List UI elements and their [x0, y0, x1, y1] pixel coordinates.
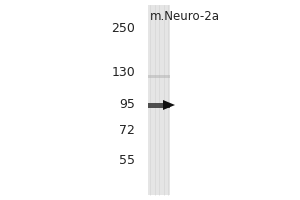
Bar: [148, 102, 170, 108]
Text: 130: 130: [111, 66, 135, 79]
Text: 72: 72: [119, 123, 135, 136]
Bar: [148, 74, 170, 77]
Bar: [148, 5, 170, 195]
Text: 250: 250: [111, 21, 135, 34]
Text: 95: 95: [119, 98, 135, 112]
Polygon shape: [163, 100, 175, 110]
Text: 55: 55: [119, 154, 135, 166]
Text: m.Neuro-2a: m.Neuro-2a: [150, 10, 220, 23]
